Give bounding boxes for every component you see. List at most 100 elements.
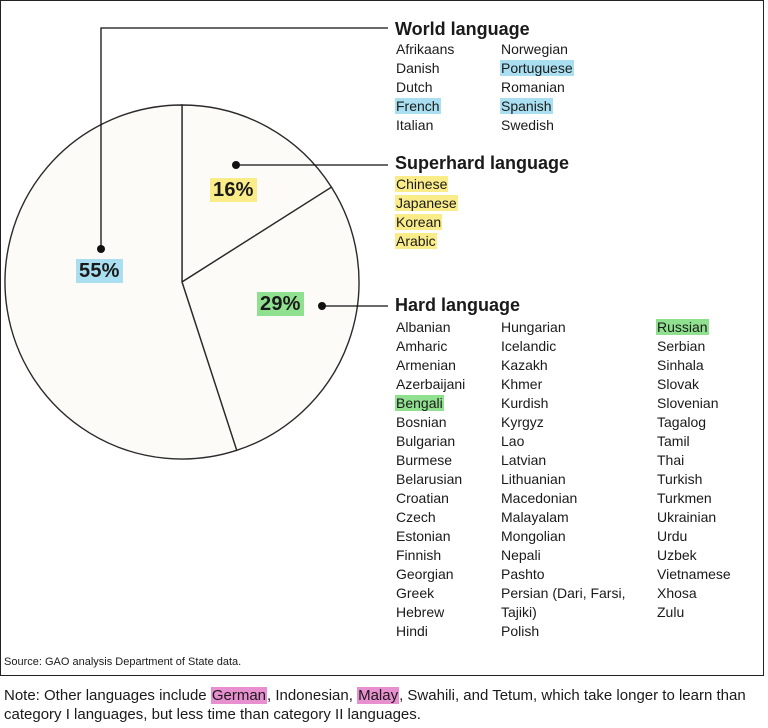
- language-name: Slovenian: [657, 395, 719, 411]
- language-item: Vietnamese: [656, 565, 732, 584]
- language-item: French: [395, 97, 455, 116]
- language-name: Azerbaijani: [396, 376, 466, 392]
- language-name: Georgian: [396, 566, 454, 582]
- language-item: Tamil: [656, 432, 732, 451]
- language-name: Croatian: [396, 490, 449, 506]
- language-item: Slovenian: [656, 394, 732, 413]
- hard-language-list: Hungarian Icelandic Kazakh Khmer Kurdish Kyrg…: [500, 318, 626, 641]
- language-item: Hungarian: [500, 318, 626, 337]
- language-name: Lithuanian: [501, 471, 566, 487]
- language-name: Bosnian: [396, 414, 447, 430]
- language-item: Turkish: [656, 470, 732, 489]
- language-name: Lao: [501, 433, 525, 449]
- language-name: Estonian: [396, 528, 451, 544]
- language-item: Serbian: [656, 337, 732, 356]
- language-item: Amharic: [395, 337, 466, 356]
- language-item: Swedish: [500, 116, 574, 135]
- language-name: Sinhala: [657, 357, 704, 373]
- source-note: Source: GAO analysis Department of State…: [4, 656, 242, 668]
- language-item: Chinese: [395, 175, 458, 194]
- language-item: Italian: [395, 116, 455, 135]
- language-name: Hebrew: [396, 604, 445, 620]
- language-name: Spanish: [500, 98, 553, 114]
- language-name: Pashto: [501, 566, 545, 582]
- language-name: Greek: [396, 585, 435, 601]
- language-name: Portuguese: [500, 60, 574, 76]
- note-suffix: , Swahili, and Tetum, which take longer …: [4, 687, 746, 723]
- language-name: Mongolian: [501, 528, 566, 544]
- language-name: Chinese: [395, 176, 449, 192]
- language-item: Tagalog: [656, 413, 732, 432]
- pie-slice-superhard: [181, 104, 333, 284]
- language-item: Finnish: [395, 546, 466, 565]
- language-item: Sinhala: [656, 356, 732, 375]
- language-item: Xhosa: [656, 584, 732, 603]
- language-item: Persian (Dari, Farsi,: [500, 584, 626, 603]
- language-name: Albanian: [396, 319, 451, 335]
- language-item: Danish: [395, 59, 455, 78]
- language-item: Icelandic: [500, 337, 626, 356]
- language-name: Ukrainian: [657, 509, 717, 525]
- hard-language-list: Albanian Amharic Armenian Azerbaijani Bengal…: [395, 318, 466, 641]
- language-item: Bosnian: [395, 413, 466, 432]
- language-name: Finnish: [396, 547, 442, 563]
- language-name: Xhosa: [657, 585, 697, 601]
- language-name: Norwegian: [501, 41, 568, 57]
- language-item: Kyrgyz: [500, 413, 626, 432]
- superhard-language-list: Chinese Japanese Korean Arabic: [395, 175, 458, 251]
- language-item: Khmer: [500, 375, 626, 394]
- superhard-language-heading: Superhard language: [395, 153, 570, 173]
- language-item: Macedonian: [500, 489, 626, 508]
- language-name: Khmer: [501, 376, 543, 392]
- language-item: Urdu: [656, 527, 732, 546]
- language-name: Uzbek: [657, 547, 697, 563]
- language-item: Albanian: [395, 318, 466, 337]
- language-name: Romanian: [501, 79, 565, 95]
- language-name: Vietnamese: [657, 566, 731, 582]
- language-name: Kyrgyz: [501, 414, 544, 430]
- language-item: Japanese: [395, 194, 458, 213]
- language-name: Persian (Dari, Farsi,: [501, 585, 626, 601]
- language-item: Thai: [656, 451, 732, 470]
- language-item: Lao: [500, 432, 626, 451]
- language-item: Afrikaans: [395, 40, 455, 59]
- hard-language-list: Russian Serbian Sinhala Slovak Slovenian Taga…: [656, 318, 732, 622]
- language-name: Amharic: [396, 338, 448, 354]
- language-name: Afrikaans: [396, 41, 455, 57]
- language-item: Kurdish: [500, 394, 626, 413]
- language-item: Bengali: [395, 394, 466, 413]
- language-item: Belarusian: [395, 470, 466, 489]
- language-item: Czech: [395, 508, 466, 527]
- leader-dot-world: [97, 245, 105, 253]
- language-item: Hindi: [395, 622, 466, 641]
- language-name: Urdu: [657, 528, 688, 544]
- language-name: Armenian: [396, 357, 456, 373]
- language-name: Hungarian: [501, 319, 566, 335]
- language-item: Latvian: [500, 451, 626, 470]
- language-item: Croatian: [395, 489, 466, 508]
- language-name: Bengali: [395, 395, 444, 411]
- language-name: Korean: [395, 214, 443, 230]
- language-item: Polish: [500, 622, 626, 641]
- leader-dot-hard: [318, 302, 326, 310]
- language-item: Tajiki): [500, 603, 626, 622]
- language-item: Arabic: [395, 232, 458, 251]
- chart-frame: [0, 0, 764, 676]
- language-item: Russian: [656, 318, 732, 337]
- note-highlight-german: German: [210, 687, 267, 704]
- language-name: Bulgarian: [396, 433, 456, 449]
- note-mid: , Indonesian,: [267, 687, 358, 704]
- language-name: Turkish: [657, 471, 703, 487]
- world-percent-label: 55%: [76, 259, 123, 283]
- language-item: Azerbaijani: [395, 375, 466, 394]
- language-item: Dutch: [395, 78, 455, 97]
- language-name: Kazakh: [501, 357, 548, 373]
- language-name: Russian: [656, 319, 709, 335]
- language-name: Macedonian: [501, 490, 578, 506]
- note-highlight-malay: Malay: [357, 687, 400, 704]
- language-item: Mongolian: [500, 527, 626, 546]
- language-name: Czech: [396, 509, 436, 525]
- language-item: Slovak: [656, 375, 732, 394]
- language-item: Armenian: [395, 356, 466, 375]
